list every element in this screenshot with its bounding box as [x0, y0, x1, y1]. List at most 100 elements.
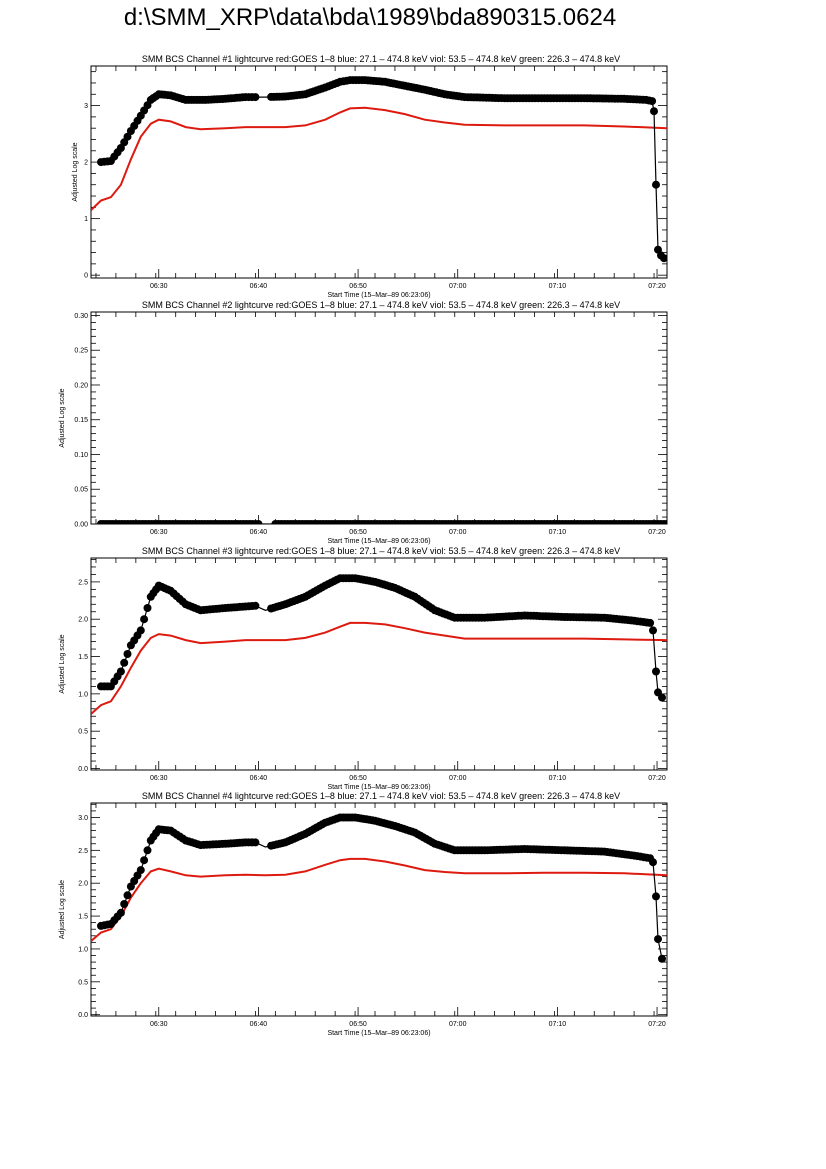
x-axis-label: Start Time (15–Mar–89 06:23:06)	[327, 292, 430, 299]
y-tick-label: 1.0	[78, 691, 88, 698]
x-tick-label: 06:50	[349, 775, 367, 782]
y-axis-label: Adjusted Log scale	[59, 388, 66, 447]
page-title: d:\SMM_XRP\data\bda\1989\bda890315.0624	[123, 4, 617, 31]
data-point	[650, 107, 658, 116]
data-point	[136, 866, 145, 875]
x-tick-label: 06:40	[250, 529, 268, 536]
y-tick-label: 1.5	[78, 654, 88, 661]
data-point	[116, 667, 125, 676]
chart-title: SMM BCS Channel #1 lightcurve red:GOES 1…	[142, 54, 620, 64]
x-tick-label: 07:10	[549, 775, 567, 782]
data-point	[254, 520, 263, 524]
x-tick-label: 07:00	[449, 283, 467, 290]
series-line-goes	[91, 106, 667, 211]
data-point	[658, 693, 666, 702]
x-axis-label: Start Time (15–Mar–89 06:23:06)	[327, 784, 430, 791]
data-point	[652, 892, 660, 901]
data-point	[140, 615, 149, 624]
y-tick-label: 0.5	[78, 979, 88, 986]
y-tick-label: 2.5	[78, 848, 88, 855]
data-point	[143, 604, 152, 612]
x-tick-label: 06:40	[250, 1021, 268, 1028]
chart-panel-4: SMM BCS Channel #4 lightcurve red:GOES 1…	[59, 791, 668, 1037]
data-point	[652, 667, 660, 676]
data-point	[120, 658, 129, 667]
data-point	[649, 858, 657, 867]
x-tick-label: 06:30	[150, 775, 168, 782]
x-tick-label: 07:10	[549, 1021, 567, 1028]
plot-frame	[90, 311, 668, 525]
data-point	[251, 93, 260, 102]
chart-title: SMM BCS Channel #3 lightcurve red:GOES 1…	[142, 546, 620, 556]
data-point	[136, 626, 145, 635]
data-point	[658, 954, 666, 963]
x-tick-label: 06:30	[150, 1021, 168, 1028]
x-tick-label: 07:00	[449, 775, 467, 782]
y-tick-label: 0	[84, 273, 88, 280]
y-tick-label: 2.5	[78, 579, 88, 586]
x-tick-label: 07:20	[648, 283, 666, 290]
y-tick-label: 0.10	[74, 452, 88, 459]
data-point	[140, 856, 149, 865]
plot-area	[91, 76, 667, 263]
y-axis-label: Adjusted Log scale	[59, 634, 66, 693]
y-tick-label: 0.25	[74, 348, 88, 355]
x-axis-label: Start Time (15–Mar–89 06:23:06)	[327, 538, 430, 545]
y-tick-label: 0.0	[78, 766, 88, 773]
x-tick-label: 06:30	[150, 283, 168, 290]
data-point	[123, 891, 132, 900]
chart-title: SMM BCS Channel #4 lightcurve red:GOES 1…	[142, 791, 620, 801]
y-tick-label: 0.15	[74, 417, 88, 424]
x-tick-label: 07:20	[648, 775, 666, 782]
data-point	[143, 846, 152, 855]
x-tick-label: 06:40	[250, 283, 268, 290]
data-point	[663, 520, 667, 524]
x-tick-label: 06:30	[150, 529, 168, 536]
data-point	[116, 908, 125, 917]
y-tick-label: 0.05	[74, 487, 88, 494]
y-tick-label: 0.5	[78, 729, 88, 736]
y-tick-label: 1.0	[78, 946, 88, 953]
plot-area	[97, 520, 667, 524]
y-axis-label: Adjusted Log scale	[72, 142, 79, 201]
y-tick-label: 0.20	[74, 382, 88, 389]
data-point	[123, 650, 132, 658]
x-tick-label: 07:20	[648, 1021, 666, 1028]
data-point	[251, 838, 260, 847]
data-point	[646, 618, 655, 627]
data-point	[660, 254, 667, 263]
data-point	[649, 626, 657, 635]
x-tick-label: 06:50	[349, 283, 367, 290]
data-point	[120, 900, 129, 908]
series-line-goes	[91, 857, 667, 942]
chart-panel-1: SMM BCS Channel #1 lightcurve red:GOES 1…	[72, 54, 668, 299]
data-point	[654, 935, 662, 944]
y-tick-label: 3.0	[78, 815, 88, 822]
x-tick-label: 07:00	[449, 1021, 467, 1028]
x-tick-label: 07:20	[648, 529, 666, 536]
series-line-goes	[91, 621, 667, 715]
data-point	[648, 97, 657, 106]
series-line-bcs	[100, 79, 665, 259]
y-tick-label: 0.30	[74, 313, 88, 320]
y-tick-label: 2	[84, 160, 88, 167]
y-tick-label: 3	[84, 103, 88, 110]
chart-panel-3: SMM BCS Channel #3 lightcurve red:GOES 1…	[59, 546, 668, 791]
x-tick-label: 07:10	[549, 283, 567, 290]
y-axis-label: Adjusted Log scale	[59, 880, 66, 939]
plot-area	[91, 813, 667, 963]
x-axis-label: Start Time (15–Mar–89 06:23:06)	[327, 1030, 430, 1037]
y-tick-label: 2.0	[78, 617, 88, 624]
plot-area	[91, 574, 667, 715]
chart-title: SMM BCS Channel #2 lightcurve red:GOES 1…	[142, 300, 620, 310]
chart-panel-2: SMM BCS Channel #2 lightcurve red:GOES 1…	[59, 300, 668, 545]
y-tick-label: 0.00	[74, 522, 88, 529]
plot-frame	[90, 557, 668, 771]
plot-frame	[90, 65, 668, 279]
x-tick-label: 07:00	[449, 529, 467, 536]
y-tick-label: 1.5	[78, 914, 88, 921]
x-tick-label: 06:40	[250, 775, 268, 782]
x-tick-label: 06:50	[349, 1021, 367, 1028]
x-tick-label: 06:50	[349, 529, 367, 536]
